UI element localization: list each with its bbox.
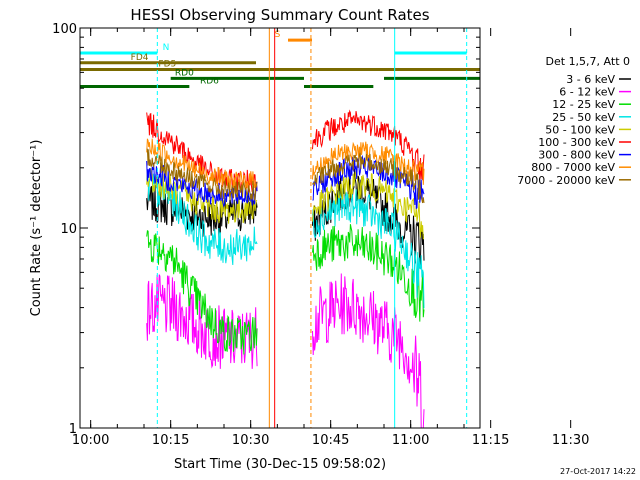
x-tick-label: 11:00 bbox=[392, 433, 429, 448]
legend-label-6: 300 - 800 keV bbox=[538, 149, 615, 162]
series-line-8-seg1 bbox=[146, 148, 258, 202]
x-tick-label: 10:15 bbox=[152, 433, 189, 448]
series-line-5-seg1 bbox=[146, 112, 258, 194]
x-tick-label: 11:30 bbox=[552, 433, 589, 448]
chart-title: HESSI Observing Summary Count Rates bbox=[130, 6, 429, 24]
legend-label-2: 12 - 25 keV bbox=[552, 98, 615, 111]
flag-label-rd6: RD6 bbox=[200, 76, 219, 86]
flag-label-rd0: RD0 bbox=[175, 68, 194, 78]
series-line-4-seg2 bbox=[312, 170, 425, 240]
flag-label-s: S bbox=[275, 30, 281, 40]
x-axis-label: Start Time (30-Dec-15 09:58:02) bbox=[174, 457, 386, 472]
series-line-1-seg2 bbox=[312, 273, 425, 429]
y-tick-label: 100 bbox=[52, 22, 77, 37]
x-tick-label: 11:15 bbox=[472, 433, 509, 448]
x-tick-label: 10:00 bbox=[72, 433, 109, 448]
timestamp: 27-Oct-2017 14:22 bbox=[560, 467, 636, 476]
data-layer bbox=[146, 109, 425, 429]
legend-label-4: 50 - 100 keV bbox=[545, 123, 615, 136]
x-tick-label: 10:30 bbox=[232, 433, 269, 448]
y-tick-label: 10 bbox=[60, 222, 77, 237]
series-line-3-seg2 bbox=[312, 188, 425, 309]
series-line-5-seg2 bbox=[312, 109, 425, 181]
legend-label-7: 800 - 7000 keV bbox=[531, 161, 615, 174]
axes-layer: 10:00 10:15 10:30 10:45 11:00 11:15 11:30 1 10 10… bbox=[52, 22, 589, 448]
series-line-6-seg1 bbox=[146, 160, 258, 208]
legend-label-1: 6 - 12 keV bbox=[559, 86, 615, 99]
y-tick-label: 1 bbox=[69, 422, 77, 437]
flag-label-fd4: FD4 bbox=[131, 53, 149, 63]
legend-label-5: 100 - 300 keV bbox=[538, 136, 615, 149]
series-line-4-seg1 bbox=[146, 167, 258, 224]
legend-label-0: 3 - 6 keV bbox=[566, 73, 615, 86]
series-line-7-seg2 bbox=[312, 141, 425, 185]
flag-label-n: N bbox=[163, 43, 170, 53]
legend-label-3: 25 - 50 keV bbox=[552, 111, 615, 124]
series-line-0-seg1 bbox=[146, 182, 258, 238]
series-line-2-seg1 bbox=[146, 229, 258, 355]
series-line-1-seg1 bbox=[146, 274, 258, 369]
y-axis-label: Count Rate (s⁻¹ detector⁻¹) bbox=[29, 140, 44, 317]
legend-label-8: 7000 - 20000 keV bbox=[517, 174, 615, 187]
series-line-8-seg2 bbox=[312, 152, 425, 204]
legend-header: Det 1,5,7, Att 0 bbox=[546, 55, 630, 68]
series-line-2-seg2 bbox=[312, 224, 425, 322]
x-tick-label: 10:45 bbox=[312, 433, 349, 448]
flag-label-fd5: FD5 bbox=[158, 60, 176, 70]
